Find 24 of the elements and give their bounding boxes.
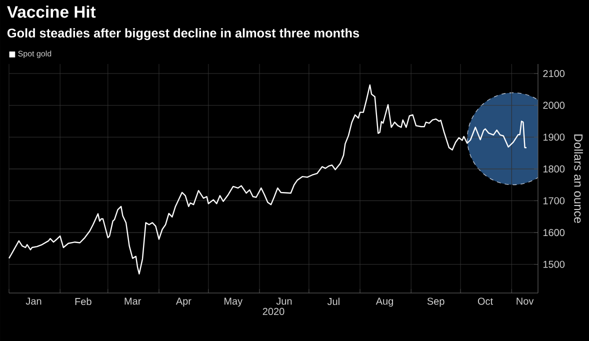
y-tick-label: 1500 — [543, 260, 565, 268]
x-tick-label: Jun — [276, 298, 292, 305]
x-tick-label: May — [224, 298, 243, 307]
x-tick-label: Oct — [478, 298, 493, 305]
line-series — [8, 84, 528, 274]
x-tick-label: Jul — [327, 298, 340, 306]
x-tick-label: Apr — [176, 298, 192, 307]
y-axis-title: Dollars an ounce — [574, 134, 583, 223]
x-tick-label: Nov — [516, 298, 534, 305]
y-tick-label: 2000 — [543, 102, 565, 109]
y-tick-label: 1900 — [543, 134, 565, 141]
x-tick-label: Sep — [427, 298, 444, 307]
chart-subtitle: Gold steadies after biggest decline in almost three months — [7, 28, 360, 40]
x-tick-label: Jan — [26, 298, 42, 305]
x-tick-label: Aug — [376, 298, 393, 307]
x-tick-label: Feb — [75, 298, 92, 306]
y-tick-label: 2100 — [543, 70, 565, 78]
y-tick-label: 1700 — [543, 197, 565, 204]
legend-label: Spot gold — [18, 50, 52, 58]
x-tick-label: Mar — [124, 298, 142, 305]
chart-title: Vaccine Hit — [7, 6, 96, 18]
x-axis-title: 2020 — [262, 308, 284, 315]
y-tick-label: 1600 — [543, 229, 565, 236]
y-tick-label: 1800 — [543, 165, 565, 172]
